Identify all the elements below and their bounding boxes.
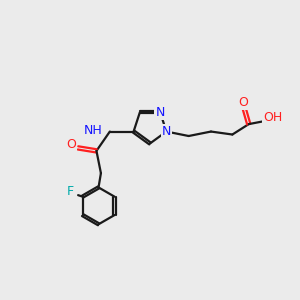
Text: O: O: [238, 96, 248, 109]
Text: OH: OH: [263, 111, 282, 124]
Text: F: F: [67, 185, 74, 198]
Text: N: N: [155, 106, 165, 119]
Text: N: N: [162, 125, 171, 138]
Text: NH: NH: [84, 124, 102, 136]
Text: O: O: [67, 138, 76, 152]
